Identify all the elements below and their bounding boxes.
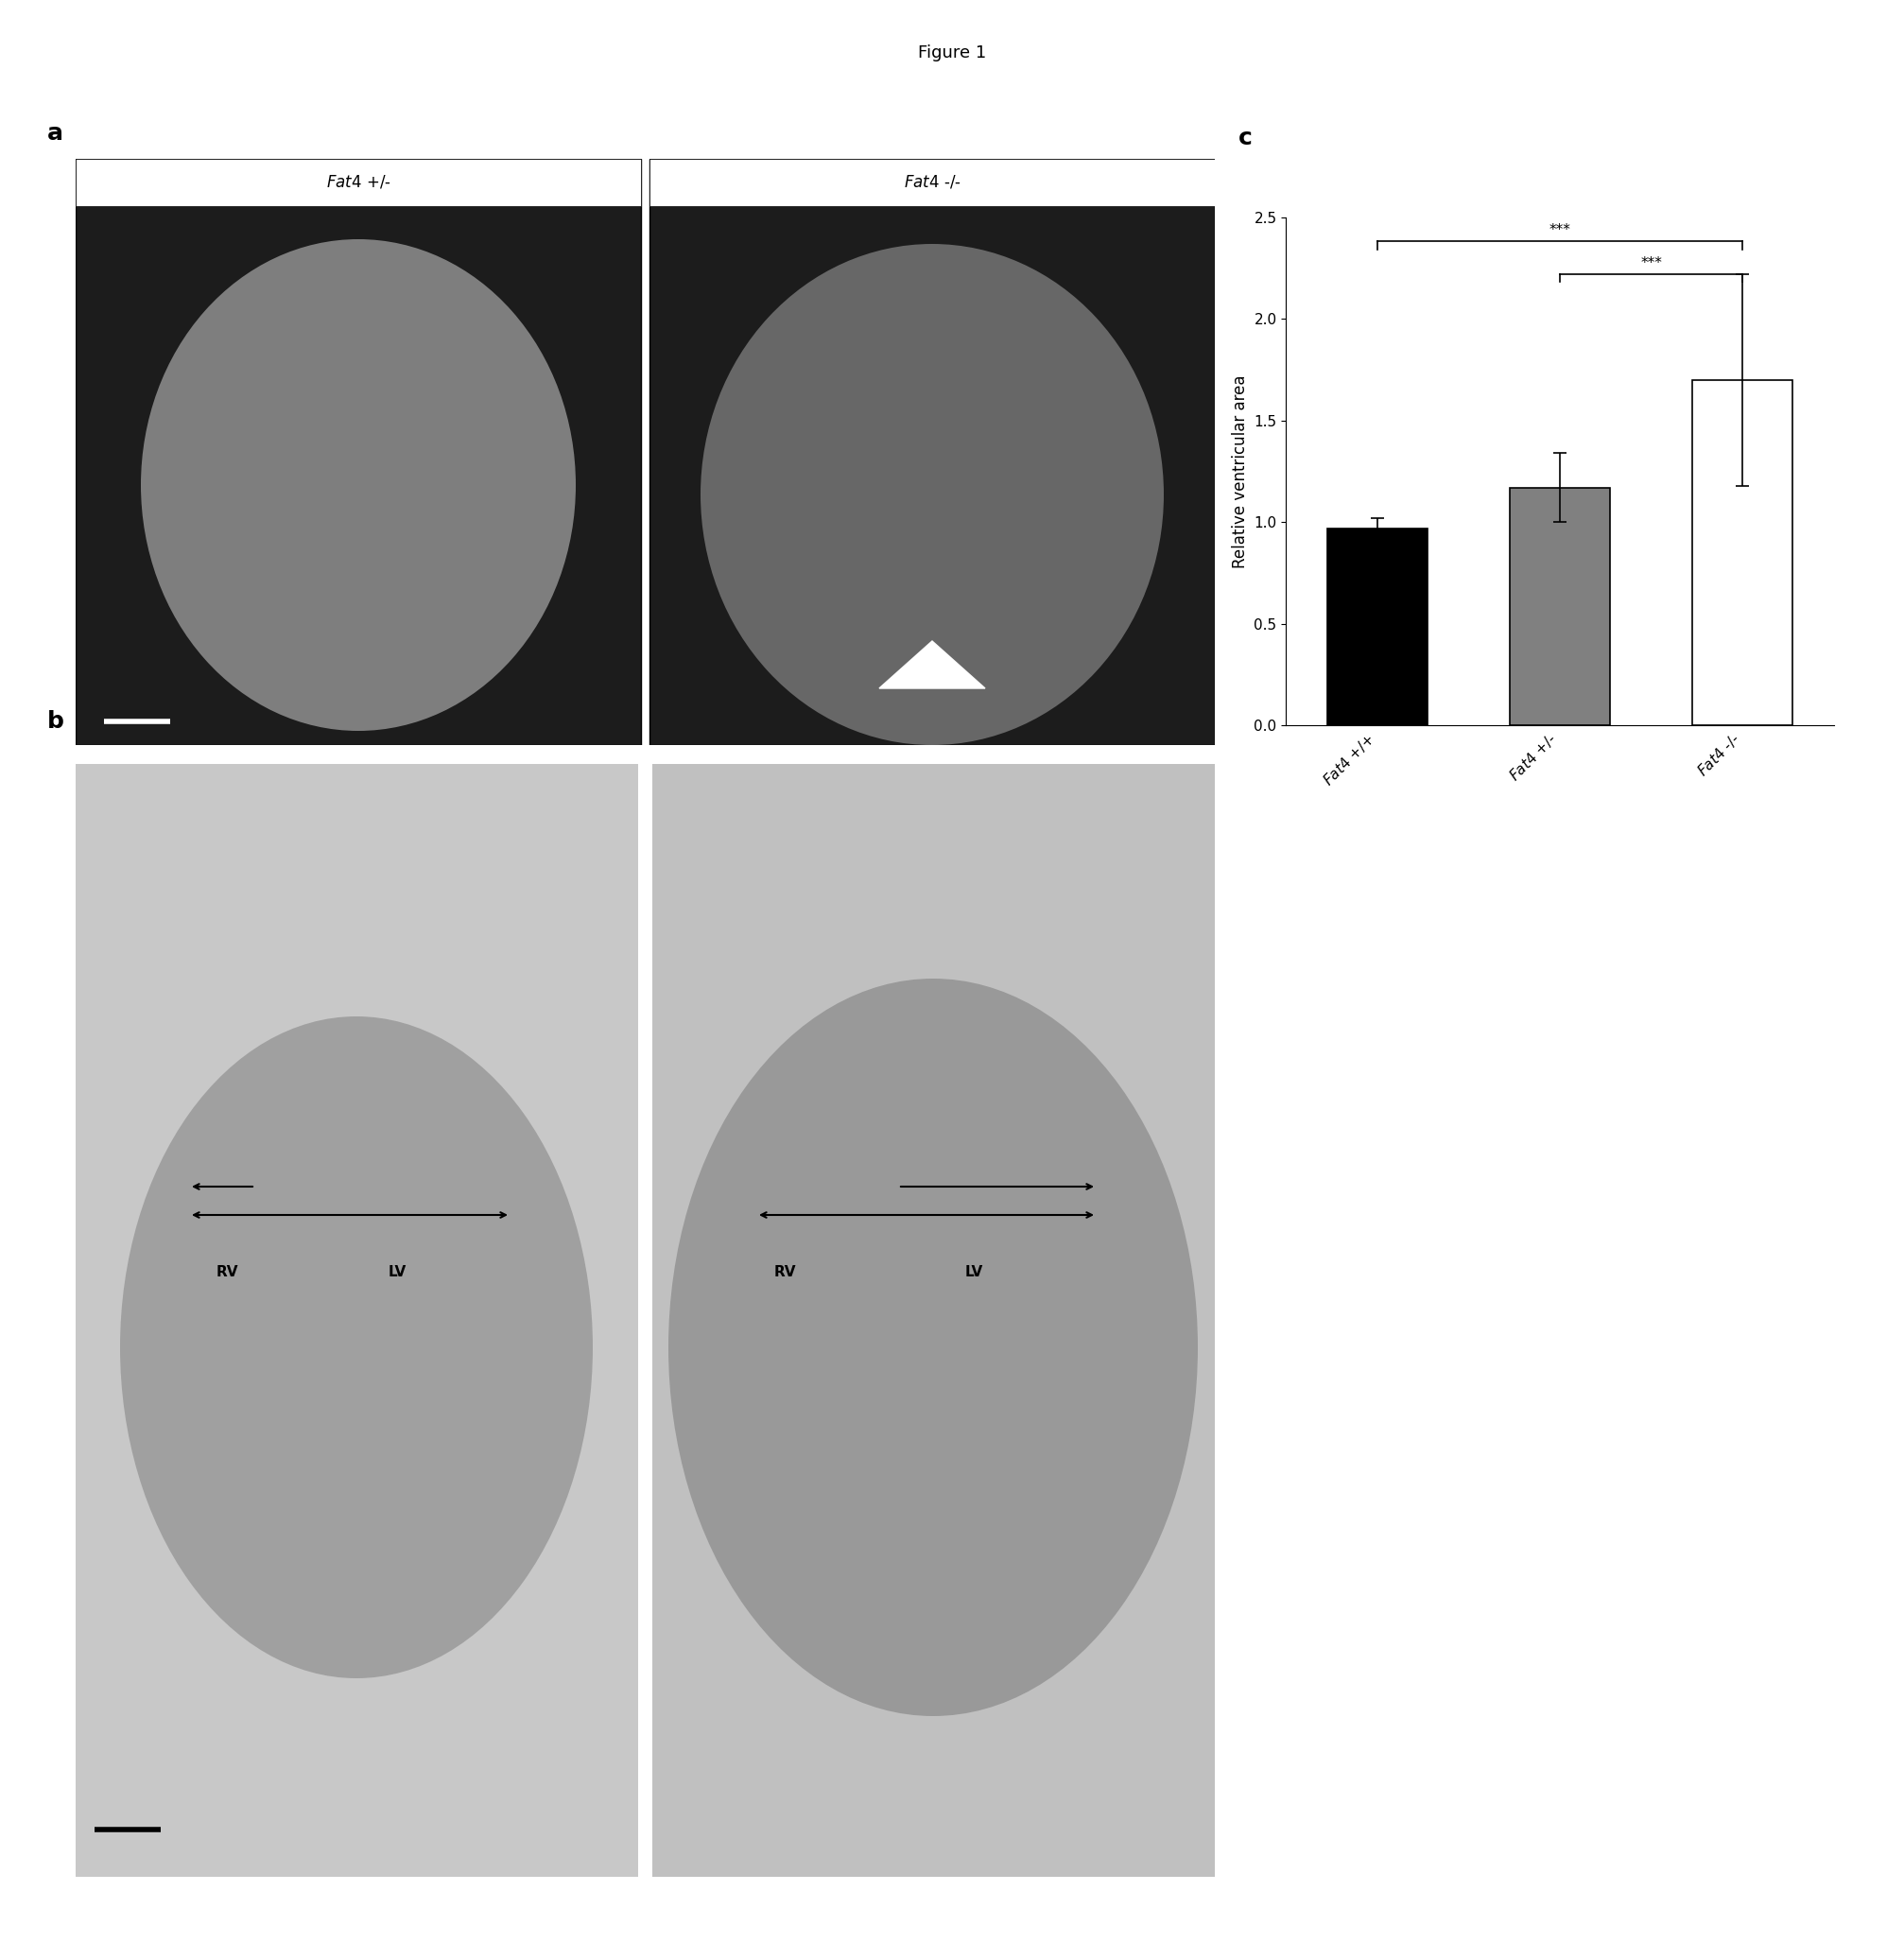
Text: RV: RV bbox=[215, 1265, 238, 1278]
Y-axis label: Relative ventricular area: Relative ventricular area bbox=[1232, 375, 1249, 567]
Bar bbox=[649, 159, 1215, 206]
Ellipse shape bbox=[701, 245, 1163, 744]
Text: b: b bbox=[48, 709, 65, 733]
Bar bbox=[76, 764, 638, 1877]
Bar bbox=[1510, 488, 1611, 725]
Text: RV: RV bbox=[773, 1265, 796, 1278]
Text: LV: LV bbox=[388, 1265, 406, 1278]
Text: $\it{Fat4}$ +/-: $\it{Fat4}$ +/- bbox=[326, 175, 390, 190]
Text: LV: LV bbox=[965, 1265, 982, 1278]
Bar bbox=[653, 764, 1215, 1877]
Bar bbox=[1693, 379, 1794, 725]
Ellipse shape bbox=[668, 979, 1198, 1716]
Bar bbox=[76, 159, 642, 206]
Bar bbox=[76, 159, 642, 744]
Polygon shape bbox=[880, 641, 984, 688]
Ellipse shape bbox=[141, 239, 575, 731]
Ellipse shape bbox=[120, 1016, 592, 1679]
Bar bbox=[649, 159, 1215, 744]
Text: Figure 1: Figure 1 bbox=[918, 45, 986, 62]
Bar bbox=[1327, 528, 1428, 725]
Text: c: c bbox=[1238, 126, 1253, 150]
Text: ***: *** bbox=[1550, 223, 1571, 237]
Text: a: a bbox=[48, 122, 63, 144]
Text: ***: *** bbox=[1641, 256, 1662, 270]
Text: $\it{Fat4}$ -/-: $\it{Fat4}$ -/- bbox=[902, 175, 962, 190]
